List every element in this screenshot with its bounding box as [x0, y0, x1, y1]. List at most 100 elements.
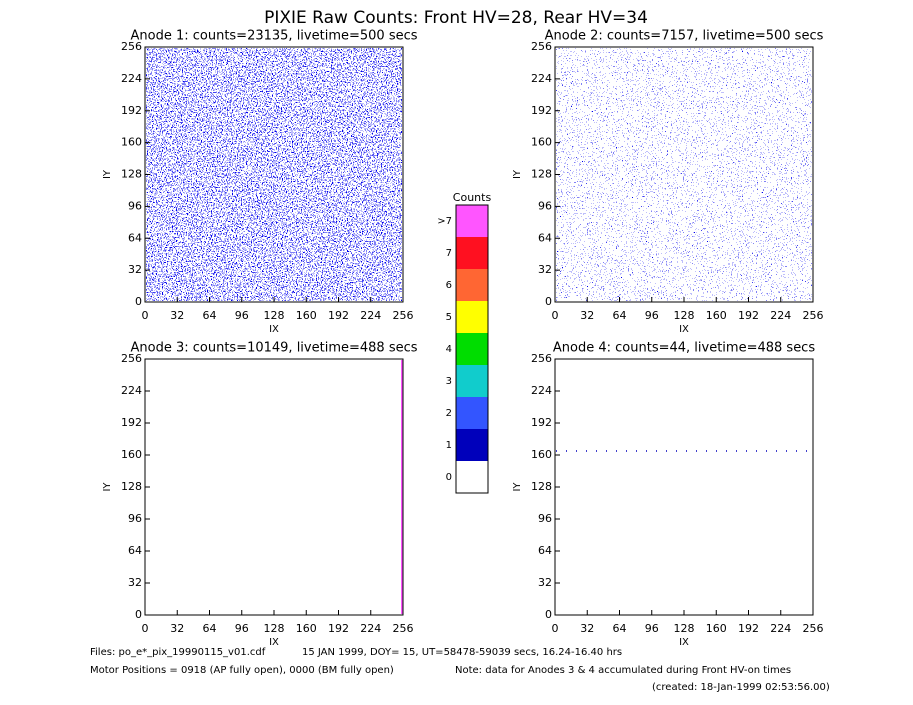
y-axis-label: IY — [512, 482, 523, 492]
y-tick-label: 64 — [538, 231, 552, 244]
y-tick-label: 160 — [121, 136, 142, 149]
x-tick-label: 128 — [264, 309, 285, 322]
y-tick-label: 160 — [121, 448, 142, 461]
x-tick-label: 256 — [803, 622, 824, 635]
footer-files: Files: po_e*_pix_19990115_v01.cdf — [90, 647, 266, 658]
x-tick-label: 0 — [142, 622, 149, 635]
y-tick-label: 224 — [531, 72, 552, 85]
y-tick-label: 128 — [531, 480, 552, 493]
x-tick-label: 192 — [738, 622, 759, 635]
x-tick-label: 0 — [142, 309, 149, 322]
panel-title: Anode 1: counts=23135, livetime=500 secs — [130, 29, 417, 44]
x-tick-label: 224 — [360, 309, 381, 322]
x-tick-label: 128 — [264, 622, 285, 635]
x-tick-label: 192 — [328, 622, 349, 635]
y-tick-label: 256 — [531, 40, 552, 53]
x-tick-label: 192 — [328, 309, 349, 322]
colorbar-swatch — [456, 237, 488, 269]
plot-frame — [144, 358, 404, 616]
y-tick-label: 128 — [121, 168, 142, 181]
y-axis-label: IY — [102, 482, 113, 492]
y-tick-label: 0 — [135, 295, 142, 308]
x-tick-label: 32 — [580, 309, 594, 322]
x-tick-label: 224 — [770, 622, 791, 635]
y-tick-label: 192 — [121, 104, 142, 117]
x-tick-label: 160 — [706, 622, 727, 635]
x-tick-label: 160 — [296, 622, 317, 635]
y-tick-label: 96 — [128, 512, 142, 525]
x-tick-label: 64 — [613, 622, 627, 635]
x-tick-label: 128 — [674, 309, 695, 322]
y-tick-label: 96 — [538, 512, 552, 525]
x-tick-label: 224 — [360, 622, 381, 635]
y-tick-label: 64 — [538, 544, 552, 557]
y-tick-label: 192 — [531, 416, 552, 429]
y-tick-label: 64 — [128, 544, 142, 557]
y-tick-label: 96 — [128, 199, 142, 212]
x-tick-label: 192 — [738, 309, 759, 322]
footer-time: 15 JAN 1999, DOY= 15, UT=58478-59039 sec… — [302, 647, 622, 658]
title: PIXIE Raw Counts: Front HV=28, Rear HV=3… — [264, 8, 648, 28]
y-tick-label: 256 — [531, 352, 552, 365]
x-tick-label: 64 — [203, 309, 217, 322]
y-tick-label: 160 — [531, 448, 552, 461]
y-tick-label: 0 — [135, 608, 142, 621]
y-tick-label: 32 — [538, 263, 552, 276]
count-map — [556, 48, 812, 301]
x-tick-label: 0 — [552, 309, 559, 322]
x-axis-label: IX — [269, 324, 279, 335]
y-tick-label: 96 — [538, 199, 552, 212]
x-tick-label: 256 — [393, 622, 414, 635]
colorbar-label: 3 — [446, 376, 452, 387]
y-tick-label: 128 — [121, 480, 142, 493]
y-tick-label: 128 — [531, 168, 552, 181]
plot-frame — [554, 358, 814, 616]
x-tick-label: 160 — [706, 309, 727, 322]
colorbar-swatch — [456, 333, 488, 365]
x-tick-label: 96 — [645, 622, 659, 635]
footer-created: (created: 18-Jan-1999 02:53:56.00) — [652, 682, 830, 693]
colorbar-swatch — [456, 365, 488, 397]
x-tick-label: 128 — [674, 622, 695, 635]
colorbar-label: 1 — [446, 440, 452, 451]
y-axis-label: IY — [512, 169, 523, 179]
x-tick-label: 64 — [613, 309, 627, 322]
colorbar-swatch — [456, 301, 488, 333]
colorbar-swatch — [456, 205, 488, 237]
colorbar-swatch — [456, 461, 488, 493]
colorbar-label: 4 — [446, 344, 452, 355]
y-tick-label: 256 — [121, 40, 142, 53]
colorbar-label: 6 — [446, 280, 452, 291]
y-tick-label: 256 — [121, 352, 142, 365]
colorbar-swatch — [456, 429, 488, 461]
x-axis-label: IX — [679, 324, 689, 335]
x-axis-label: IX — [269, 637, 279, 648]
colorbar-label: 2 — [446, 408, 452, 419]
y-tick-label: 32 — [538, 576, 552, 589]
colorbar-label: 7 — [446, 248, 452, 259]
y-tick-label: 64 — [128, 231, 142, 244]
colorbar-frame — [455, 204, 489, 494]
x-tick-label: 32 — [170, 622, 184, 635]
y-axis-label: IY — [102, 169, 113, 179]
y-tick-label: 0 — [545, 295, 552, 308]
x-tick-label: 256 — [803, 309, 824, 322]
colorbar-label: 5 — [446, 312, 452, 323]
x-tick-label: 0 — [552, 622, 559, 635]
y-tick-label: 192 — [531, 104, 552, 117]
x-tick-label: 96 — [645, 309, 659, 322]
y-tick-label: 192 — [121, 416, 142, 429]
colorbar-title: Counts — [453, 191, 492, 204]
x-tick-label: 160 — [296, 309, 317, 322]
panel-title: Anode 3: counts=10149, livetime=488 secs — [130, 341, 417, 356]
y-tick-label: 224 — [531, 384, 552, 397]
x-tick-label: 96 — [235, 309, 249, 322]
panel-title: Anode 2: counts=7157, livetime=500 secs — [545, 29, 824, 44]
y-tick-label: 0 — [545, 608, 552, 621]
y-tick-label: 32 — [128, 263, 142, 276]
panel-title: Anode 4: counts=44, livetime=488 secs — [553, 341, 815, 356]
y-tick-label: 160 — [531, 136, 552, 149]
x-axis-label: IX — [679, 637, 689, 648]
